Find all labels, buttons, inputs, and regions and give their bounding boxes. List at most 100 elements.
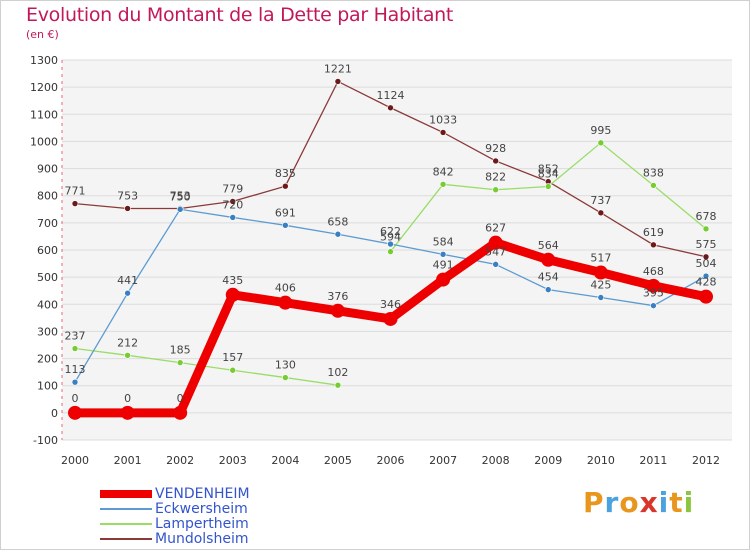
data-point-lampertheim — [544, 183, 552, 190]
logo-letter: t — [669, 486, 684, 519]
data-label-vendenheim: 406 — [275, 282, 296, 295]
data-point-eckwersheim — [650, 302, 657, 309]
legend-item-eckwersheim: Eckwersheim — [100, 501, 360, 517]
data-label-lampertheim: 678 — [696, 210, 717, 223]
legend-swatch-mundolsheim — [100, 538, 152, 540]
legend-swatch-vendenheim — [100, 490, 152, 498]
data-label-vendenheim: 564 — [538, 239, 559, 252]
data-label-eckwersheim: 622 — [380, 225, 401, 238]
x-tick-label: 2011 — [639, 454, 667, 467]
x-tick-label: 2004 — [271, 454, 299, 467]
data-point-mundolsheim — [282, 182, 289, 190]
data-point-lampertheim — [124, 352, 131, 359]
data-point-lampertheim — [282, 374, 289, 381]
y-tick-label: -100 — [33, 434, 58, 447]
data-point-lampertheim — [650, 182, 657, 189]
y-tick-label: 500 — [37, 271, 58, 284]
data-label-mundolsheim: 779 — [222, 182, 243, 195]
legend-label-eckwersheim: Eckwersheim — [155, 501, 248, 517]
legend-swatch-lampertheim — [100, 523, 152, 525]
data-point-eckwersheim — [387, 240, 394, 248]
x-tick-label: 2000 — [61, 454, 89, 467]
x-tick-label: 2010 — [587, 454, 615, 467]
data-label-vendenheim: 376 — [327, 290, 348, 303]
data-point-mundolsheim — [124, 205, 131, 212]
data-point-vendenheim — [488, 235, 503, 250]
data-label-eckwersheim: 691 — [275, 206, 296, 219]
data-point-lampertheim — [229, 366, 237, 374]
y-tick-label: 1200 — [30, 81, 58, 94]
data-label-eckwersheim: 454 — [538, 271, 559, 284]
data-point-vendenheim — [225, 287, 240, 302]
data-point-eckwersheim — [229, 214, 237, 221]
data-label-vendenheim: 346 — [380, 298, 401, 311]
data-label-eckwersheim: 425 — [590, 279, 611, 292]
data-point-lampertheim — [597, 139, 605, 147]
y-tick-label: 1300 — [30, 54, 58, 67]
data-label-lampertheim: 594 — [380, 231, 401, 244]
data-label-lampertheim: 995 — [590, 124, 611, 137]
data-point-vendenheim — [68, 405, 82, 420]
data-point-eckwersheim — [597, 294, 605, 301]
data-point-mundolsheim — [334, 78, 342, 85]
data-label-mundolsheim: 1124 — [377, 89, 405, 102]
chart-title: Evolution du Montant de la Dette par Hab… — [26, 4, 454, 26]
data-point-mundolsheim — [702, 253, 710, 261]
legend-label-lampertheim: Lampertheim — [155, 516, 249, 532]
data-point-mundolsheim — [439, 129, 447, 136]
x-tick-label: 2007 — [429, 454, 457, 467]
data-point-mundolsheim — [650, 241, 657, 249]
data-label-mundolsheim: 619 — [643, 226, 664, 239]
data-point-lampertheim — [439, 181, 447, 188]
data-point-lampertheim — [492, 186, 499, 194]
data-label-eckwersheim: 658 — [327, 215, 348, 228]
data-label-vendenheim: 517 — [590, 252, 611, 265]
data-label-mundolsheim: 852 — [538, 163, 559, 176]
data-label-lampertheim: 822 — [485, 171, 506, 184]
data-point-eckwersheim — [282, 222, 289, 229]
data-point-eckwersheim — [492, 261, 499, 268]
data-label-vendenheim: 491 — [433, 259, 454, 272]
x-tick-label: 2001 — [114, 454, 142, 467]
data-label-eckwersheim: 395 — [643, 287, 664, 300]
data-point-lampertheim — [334, 381, 342, 389]
data-label-mundolsheim: 753 — [170, 189, 191, 202]
x-tick-label: 2012 — [692, 454, 720, 467]
proxiti-logo: Proxiti — [583, 486, 694, 519]
data-point-eckwersheim — [334, 230, 342, 238]
logo-letter: o — [619, 486, 640, 519]
y-tick-label: 600 — [37, 244, 58, 257]
data-point-eckwersheim — [176, 205, 184, 213]
x-tick-label: 2005 — [324, 454, 352, 467]
legend-item-mundolsheim: Mundolsheim — [100, 531, 360, 547]
data-point-vendenheim — [593, 265, 608, 280]
x-tick-label: 2002 — [166, 454, 194, 467]
data-point-lampertheim — [387, 248, 394, 255]
data-point-mundolsheim — [597, 209, 605, 217]
data-point-vendenheim — [436, 272, 451, 287]
data-label-mundolsheim: 575 — [696, 238, 717, 251]
data-label-eckwersheim: 441 — [117, 274, 138, 287]
logo-letter: i — [658, 486, 670, 519]
data-point-eckwersheim — [124, 289, 131, 297]
legend-item-lampertheim: Lampertheim — [100, 516, 360, 532]
data-label-lampertheim: 130 — [275, 359, 296, 372]
x-tick-label: 2008 — [482, 454, 510, 467]
data-point-lampertheim — [702, 225, 710, 233]
series-line-lampertheim — [389, 183, 444, 253]
data-point-vendenheim — [330, 303, 345, 318]
data-point-eckwersheim — [439, 251, 447, 258]
data-label-vendenheim: 435 — [222, 274, 243, 287]
data-point-vendenheim — [541, 252, 556, 267]
logo-letter: i — [683, 486, 695, 519]
logo-letter: x — [639, 486, 659, 519]
y-tick-label: 1100 — [30, 108, 58, 121]
logo-letter: P — [583, 486, 605, 519]
x-tick-label: 2009 — [534, 454, 562, 467]
data-label-eckwersheim: 584 — [433, 235, 454, 248]
y-tick-label: 200 — [37, 353, 58, 366]
data-label-lampertheim: 212 — [117, 336, 138, 349]
chart-subtitle: (en €) — [26, 28, 59, 41]
data-label-lampertheim: 185 — [170, 344, 191, 357]
